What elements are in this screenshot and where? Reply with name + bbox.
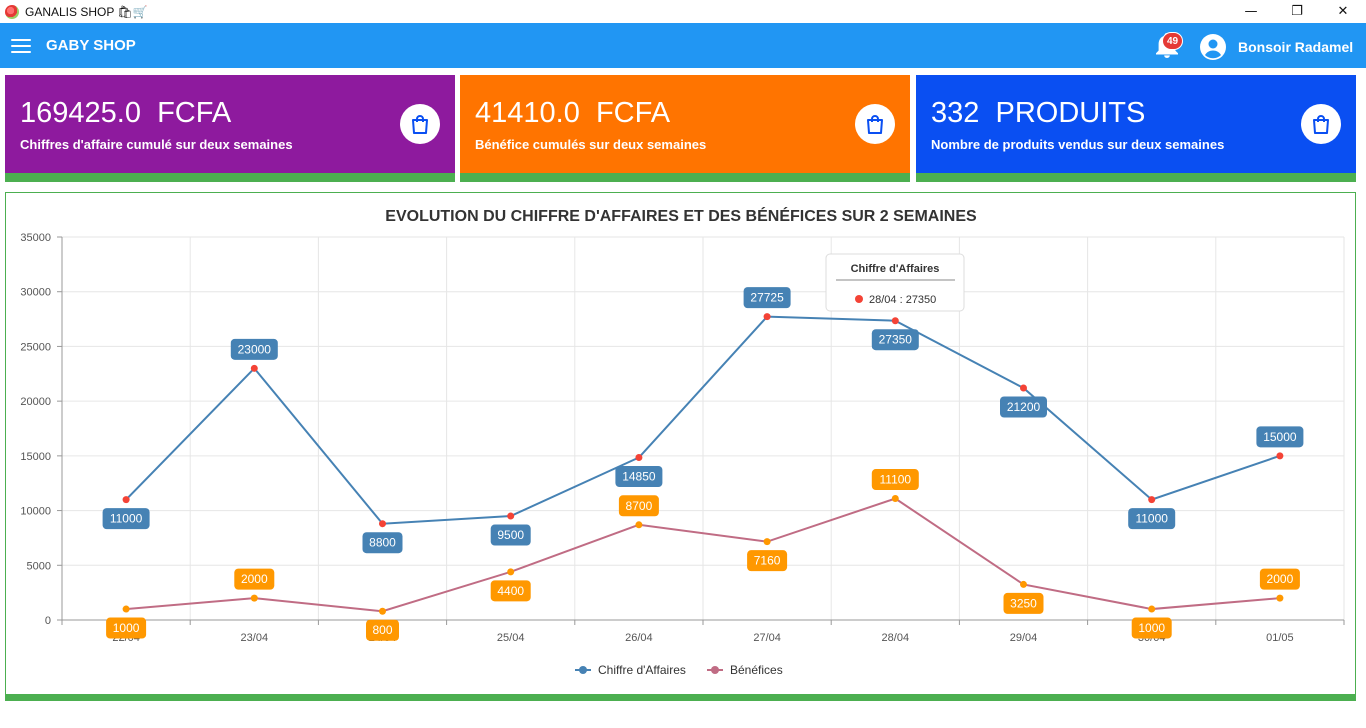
close-button[interactable]: ✕ (1337, 4, 1349, 19)
card-products-description: Nombre de produits vendus sur deux semai… (931, 137, 1225, 152)
app-bar: GABY SHOP Bonsoir Radamel (0, 23, 1366, 68)
card-products-value: 332 PRODUITS (931, 97, 1146, 129)
chart-panel-bottom-bar (5, 694, 1356, 701)
card-products-button[interactable] (1301, 104, 1341, 144)
user-menu[interactable]: Bonsoir Radamel (1200, 34, 1353, 60)
minimize-button[interactable]: — (1244, 4, 1258, 19)
chart-panel (5, 192, 1356, 701)
shopping-bag-icon (1313, 115, 1329, 134)
hamburger-menu-icon[interactable] (11, 38, 31, 53)
window-title: GANALIS SHOP 🛍🛒 (25, 4, 148, 19)
card-profit-bar (460, 173, 910, 182)
card-profit-description: Bénéfice cumulés sur deux semaines (475, 137, 707, 152)
app-logo-icon (5, 4, 19, 19)
shop-name: GABY SHOP (46, 37, 136, 54)
notification-badge: 49 (1162, 32, 1184, 50)
shopping-bag-icon (412, 115, 428, 134)
card-products: 332 PRODUITS Nombre de produits vendus s… (916, 75, 1356, 182)
maximize-button[interactable]: ❐ (1291, 4, 1303, 19)
card-revenue-bar (5, 173, 455, 182)
card-profit-button[interactable] (855, 104, 895, 144)
card-profit-value: 41410.0 FCFA (475, 97, 671, 129)
card-revenue-description: Chiffres d'affaire cumulé sur deux semai… (20, 137, 293, 152)
window-titlebar: GANALIS SHOP 🛍🛒 — ❐ ✕ (0, 0, 1366, 23)
shopping-bag-icon (867, 115, 883, 134)
card-products-bar (916, 173, 1356, 182)
card-revenue: 169425.0 FCFA Chiffres d'affaire cumulé … (5, 75, 455, 182)
card-profit: 41410.0 FCFA Bénéfice cumulés sur deux s… (460, 75, 910, 182)
account-circle-icon (1200, 34, 1226, 60)
card-revenue-button[interactable] (400, 104, 440, 144)
user-greeting: Bonsoir Radamel (1238, 39, 1354, 55)
window-controls: — ❐ ✕ (1228, 0, 1366, 23)
card-revenue-value: 169425.0 FCFA (20, 97, 232, 129)
